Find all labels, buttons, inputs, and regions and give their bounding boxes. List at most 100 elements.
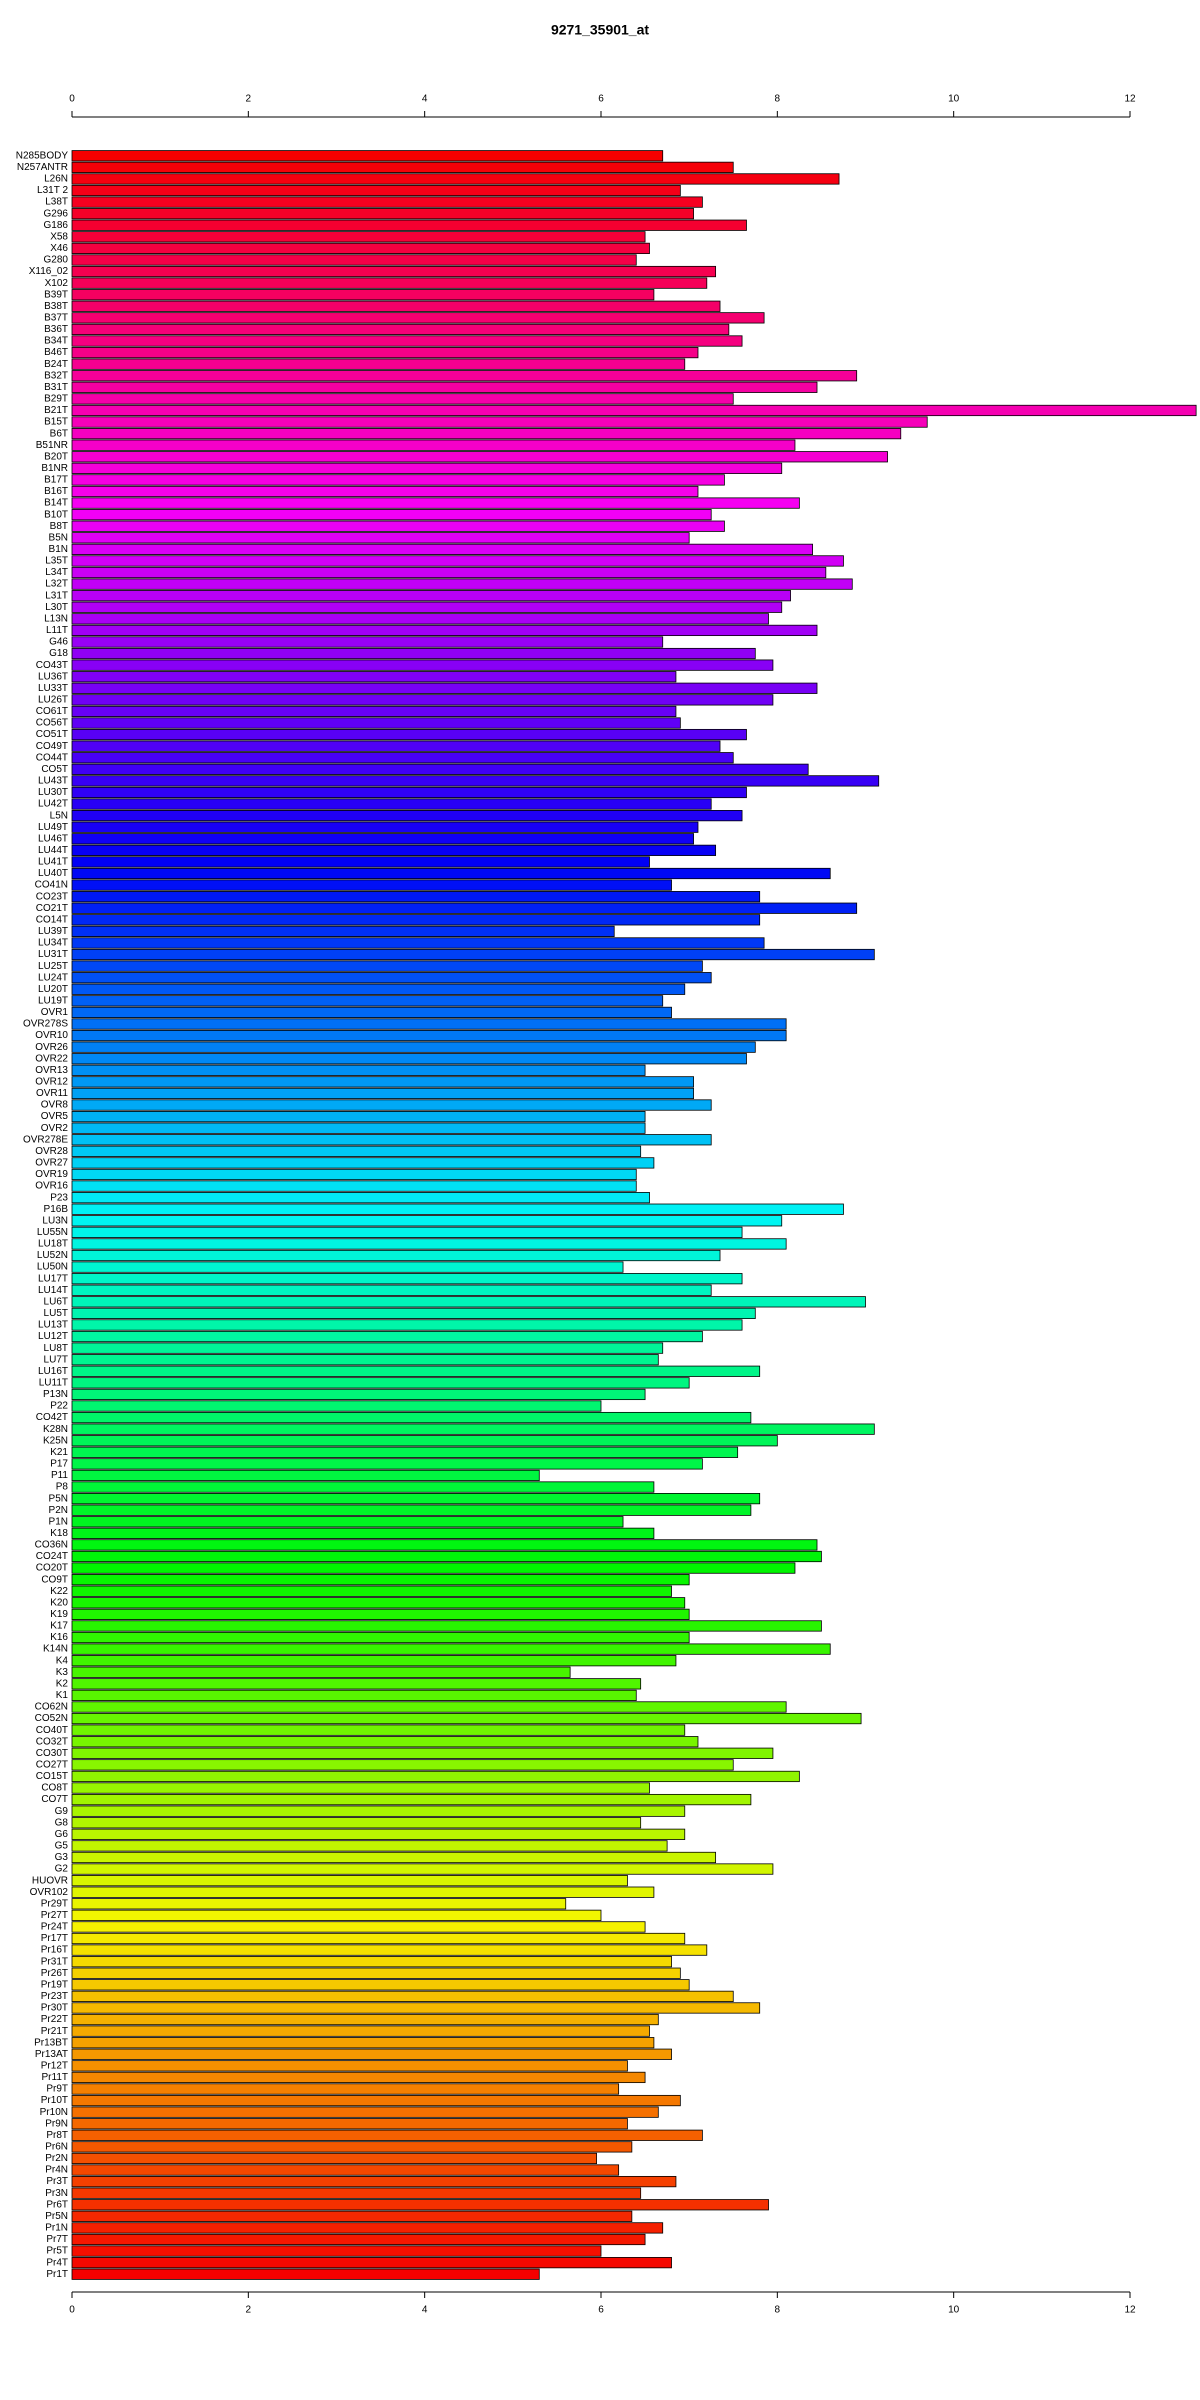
y-tick-label: K19: [50, 1609, 68, 1620]
bar: [71, 346, 699, 359]
bar: [71, 277, 708, 289]
bar: [71, 1724, 686, 1736]
bar: [71, 485, 699, 498]
bar: [71, 416, 928, 428]
y-tick-label: Pr24T: [41, 1922, 68, 1933]
bar: [71, 323, 730, 336]
y-tick-label: LU16T: [38, 1366, 68, 1377]
y-tick-label: B10T: [44, 509, 68, 520]
bar: [71, 2094, 681, 2107]
y-tick-label: B51NR: [36, 440, 68, 451]
bar: [71, 2222, 664, 2234]
bar: [71, 2002, 761, 2014]
y-tick-label: L31T 2: [37, 185, 68, 196]
bar: [71, 1087, 694, 1100]
bar: [71, 1990, 734, 2002]
y-tick-label: P13N: [43, 1389, 68, 1400]
bar: [71, 647, 756, 660]
bar: [71, 2106, 659, 2118]
bar: [71, 300, 721, 312]
bar: [71, 1562, 796, 1574]
y-tick-label: L11T: [46, 625, 68, 636]
y-tick-label: Pr4N: [45, 2165, 68, 2176]
bar: [71, 1898, 567, 1910]
bar: [71, 265, 717, 278]
y-tick-label: P2N: [49, 1505, 68, 1516]
y-tick-label: Pr1T: [46, 2269, 68, 2280]
bar: [71, 1597, 686, 1609]
y-tick-label: L31T: [45, 590, 68, 601]
bar: [71, 1261, 624, 1273]
bar: [71, 1944, 708, 1956]
y-tick-label: CO61T: [36, 706, 68, 717]
y-tick-label: L32T: [45, 579, 68, 590]
bar: [71, 474, 725, 486]
y-tick-label: G296: [44, 208, 69, 219]
bar: [71, 1226, 743, 1238]
y-tick-label: HUOVR: [32, 1875, 68, 1886]
y-tick-label: OVR26: [35, 1042, 68, 1053]
bar: [71, 752, 734, 764]
bar: [71, 2013, 659, 2026]
bar: [71, 370, 858, 382]
bar: [71, 1782, 650, 1794]
y-tick-label: Pr30T: [41, 2003, 68, 2014]
bar: [71, 914, 761, 926]
y-tick-label: LU39T: [38, 926, 68, 937]
y-tick-label: OVR27: [35, 1158, 68, 1169]
y-tick-label: Pr13BT: [34, 2037, 68, 2048]
y-tick-label: CO14T: [36, 914, 68, 925]
bar: [71, 1516, 624, 1528]
x-tick-label: 8: [775, 2305, 781, 2316]
bar: [71, 2210, 633, 2222]
y-tick-label: Pr12T: [41, 2060, 68, 2071]
y-tick-label: L38T: [45, 197, 68, 208]
chart-title: 9271_35901_at: [551, 22, 649, 38]
bar: [71, 184, 681, 197]
bar: [71, 740, 721, 752]
y-tick-label: B6T: [50, 428, 68, 439]
bar: [71, 1921, 646, 1933]
y-tick-label: B32T: [44, 370, 68, 381]
y-tick-label: OVR1: [41, 1007, 69, 1018]
bar: [71, 462, 783, 474]
y-tick-label: LU52N: [37, 1250, 68, 1261]
bar: [71, 1840, 668, 1852]
bar: [71, 1029, 787, 1042]
y-tick-label: P1N: [49, 1516, 68, 1527]
bar: [71, 509, 712, 521]
y-tick-label: X46: [50, 243, 68, 254]
bar: [71, 972, 712, 984]
bar: [71, 786, 747, 799]
bar: [71, 1388, 646, 1401]
x-tick-label: 12: [1124, 2305, 1136, 2316]
y-tick-label: LU11T: [39, 1377, 68, 1388]
y-tick-label: X116_02: [29, 266, 69, 277]
y-tick-label: CO24T: [36, 1551, 68, 1562]
bar: [71, 173, 840, 185]
bar: [71, 1053, 747, 1065]
bar: [71, 995, 664, 1007]
y-tick-label: P5N: [49, 1493, 68, 1504]
y-tick-label: B46T: [44, 347, 68, 358]
y-tick-label: LU19T: [38, 995, 68, 1006]
bar: [71, 1157, 655, 1169]
bar: [71, 1817, 642, 1829]
bar: [71, 1168, 637, 1181]
y-tick-label: OVR10: [35, 1030, 68, 1041]
y-tick-label: Pr6T: [46, 2199, 68, 2210]
y-tick-label: L30T: [45, 602, 68, 613]
bar: [71, 1863, 774, 1875]
bar: [71, 543, 813, 555]
y-tick-label: L5N: [50, 810, 68, 821]
y-tick-label: LU50N: [37, 1262, 68, 1273]
bar: [71, 983, 686, 995]
bar: [71, 1284, 712, 1296]
y-tick-label: Pr19T: [41, 1979, 68, 1990]
bar: [71, 1411, 752, 1424]
bar: [71, 763, 809, 775]
y-tick-label: CO49T: [36, 741, 68, 752]
bar: [71, 335, 743, 347]
bar: [71, 1377, 690, 1389]
bar: [71, 1770, 800, 1783]
